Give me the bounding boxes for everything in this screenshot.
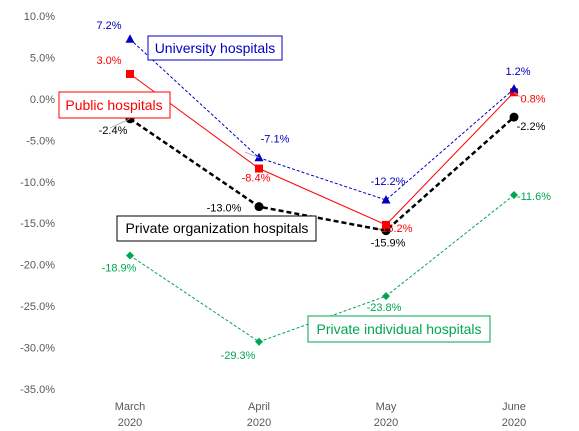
data-point-marker bbox=[126, 70, 134, 79]
series-name-frame bbox=[307, 315, 491, 343]
series-name-labels: University hospitals Public hospitals Priv… bbox=[58, 35, 491, 343]
series-name-frame bbox=[147, 35, 283, 61]
y-axis: 10.0% 5.0% 0.0% -5.0% -10.0% -15.0% -20.0% -25.… bbox=[20, 11, 55, 396]
data-point-marker bbox=[382, 292, 390, 301]
data-point-marker bbox=[254, 202, 264, 212]
data-label: -12.2% bbox=[371, 176, 406, 188]
x-tick-label-year: 2020 bbox=[118, 417, 142, 429]
plot-area: -18.9% -29.3% -23.8% -11.6% -2.4% -13.0% -15.9… bbox=[96, 20, 551, 362]
data-point-marker bbox=[509, 83, 519, 93]
x-tick-label-year: 2020 bbox=[374, 417, 398, 429]
y-tick-label: -25.0% bbox=[20, 301, 55, 313]
series-name-box: Public hospitals bbox=[58, 91, 171, 119]
data-point-marker bbox=[255, 337, 263, 346]
series-university-hospitals: 7.2% -7.1% -12.2% 1.2% bbox=[96, 20, 531, 204]
data-label: -2.2% bbox=[517, 121, 546, 133]
series-line bbox=[129, 116, 515, 233]
x-tick-label-year: 2020 bbox=[247, 417, 271, 429]
series-name-box: Private individual hospitals bbox=[307, 315, 491, 343]
y-tick-label: -30.0% bbox=[20, 343, 55, 355]
data-label: -23.8% bbox=[367, 302, 402, 314]
y-tick-label: -15.0% bbox=[20, 218, 55, 230]
x-tick-label: April bbox=[248, 401, 270, 413]
data-point-marker bbox=[510, 191, 518, 200]
data-label: -2.4% bbox=[99, 125, 128, 137]
data-label: -8.4% bbox=[242, 173, 271, 185]
data-label: 7.2% bbox=[96, 20, 121, 32]
series-public-hospitals: 3.0% -8.4% -15.2% 0.8% bbox=[96, 55, 545, 235]
data-point-marker bbox=[254, 152, 264, 162]
y-tick-label: -5.0% bbox=[26, 135, 55, 147]
y-tick-label: -35.0% bbox=[20, 384, 55, 396]
x-axis: March 2020 April 2020 May 2020 June 2020 bbox=[115, 401, 527, 429]
series-name-frame bbox=[116, 215, 317, 242]
x-tick-label-year: 2020 bbox=[502, 417, 526, 429]
data-label: 3.0% bbox=[96, 55, 121, 67]
label-leader-line bbox=[513, 91, 524, 100]
y-tick-label: 0.0% bbox=[30, 94, 55, 106]
series-name: Private individual hospitals bbox=[317, 321, 482, 337]
series-name-frame bbox=[58, 91, 171, 119]
series-name: Private organization hospitals bbox=[126, 220, 309, 236]
series-private-organization-hospitals: -2.4% -13.0% -15.9% -2.2% bbox=[99, 112, 546, 250]
y-tick-label: 5.0% bbox=[30, 52, 55, 64]
data-label: -7.1% bbox=[261, 134, 290, 146]
series-name-box: University hospitals bbox=[147, 35, 283, 61]
data-label: -11.6% bbox=[517, 191, 551, 203]
data-label: -15.9% bbox=[371, 238, 406, 250]
data-point-marker bbox=[126, 251, 134, 260]
x-tick-label: March bbox=[115, 401, 146, 413]
data-label: -13.0% bbox=[207, 203, 242, 215]
data-point-marker bbox=[125, 34, 135, 43]
series-name: University hospitals bbox=[155, 40, 276, 56]
data-label: 1.2% bbox=[505, 66, 530, 78]
data-point-marker bbox=[381, 195, 391, 204]
data-label: 0.8% bbox=[520, 93, 545, 105]
series-line bbox=[129, 38, 515, 201]
data-label: -29.3% bbox=[221, 350, 256, 362]
data-label: -18.9% bbox=[102, 263, 137, 275]
x-tick-label: May bbox=[376, 401, 397, 413]
data-point-marker bbox=[382, 220, 390, 229]
y-tick-label: -20.0% bbox=[20, 260, 55, 272]
series-private-individual-hospitals: -18.9% -29.3% -23.8% -11.6% bbox=[102, 191, 551, 362]
series-name: Public hospitals bbox=[65, 97, 162, 113]
label-leader-line bbox=[109, 118, 131, 129]
data-point-marker bbox=[255, 164, 263, 173]
series-name-box: Private organization hospitals bbox=[116, 215, 317, 242]
data-point-marker bbox=[509, 112, 519, 122]
series-line bbox=[129, 73, 515, 226]
x-tick-label: June bbox=[502, 401, 526, 413]
y-tick-label: -10.0% bbox=[20, 177, 55, 189]
data-label: -15.2% bbox=[378, 223, 413, 235]
y-tick-label: 10.0% bbox=[24, 11, 55, 23]
label-leader-line bbox=[244, 151, 260, 159]
